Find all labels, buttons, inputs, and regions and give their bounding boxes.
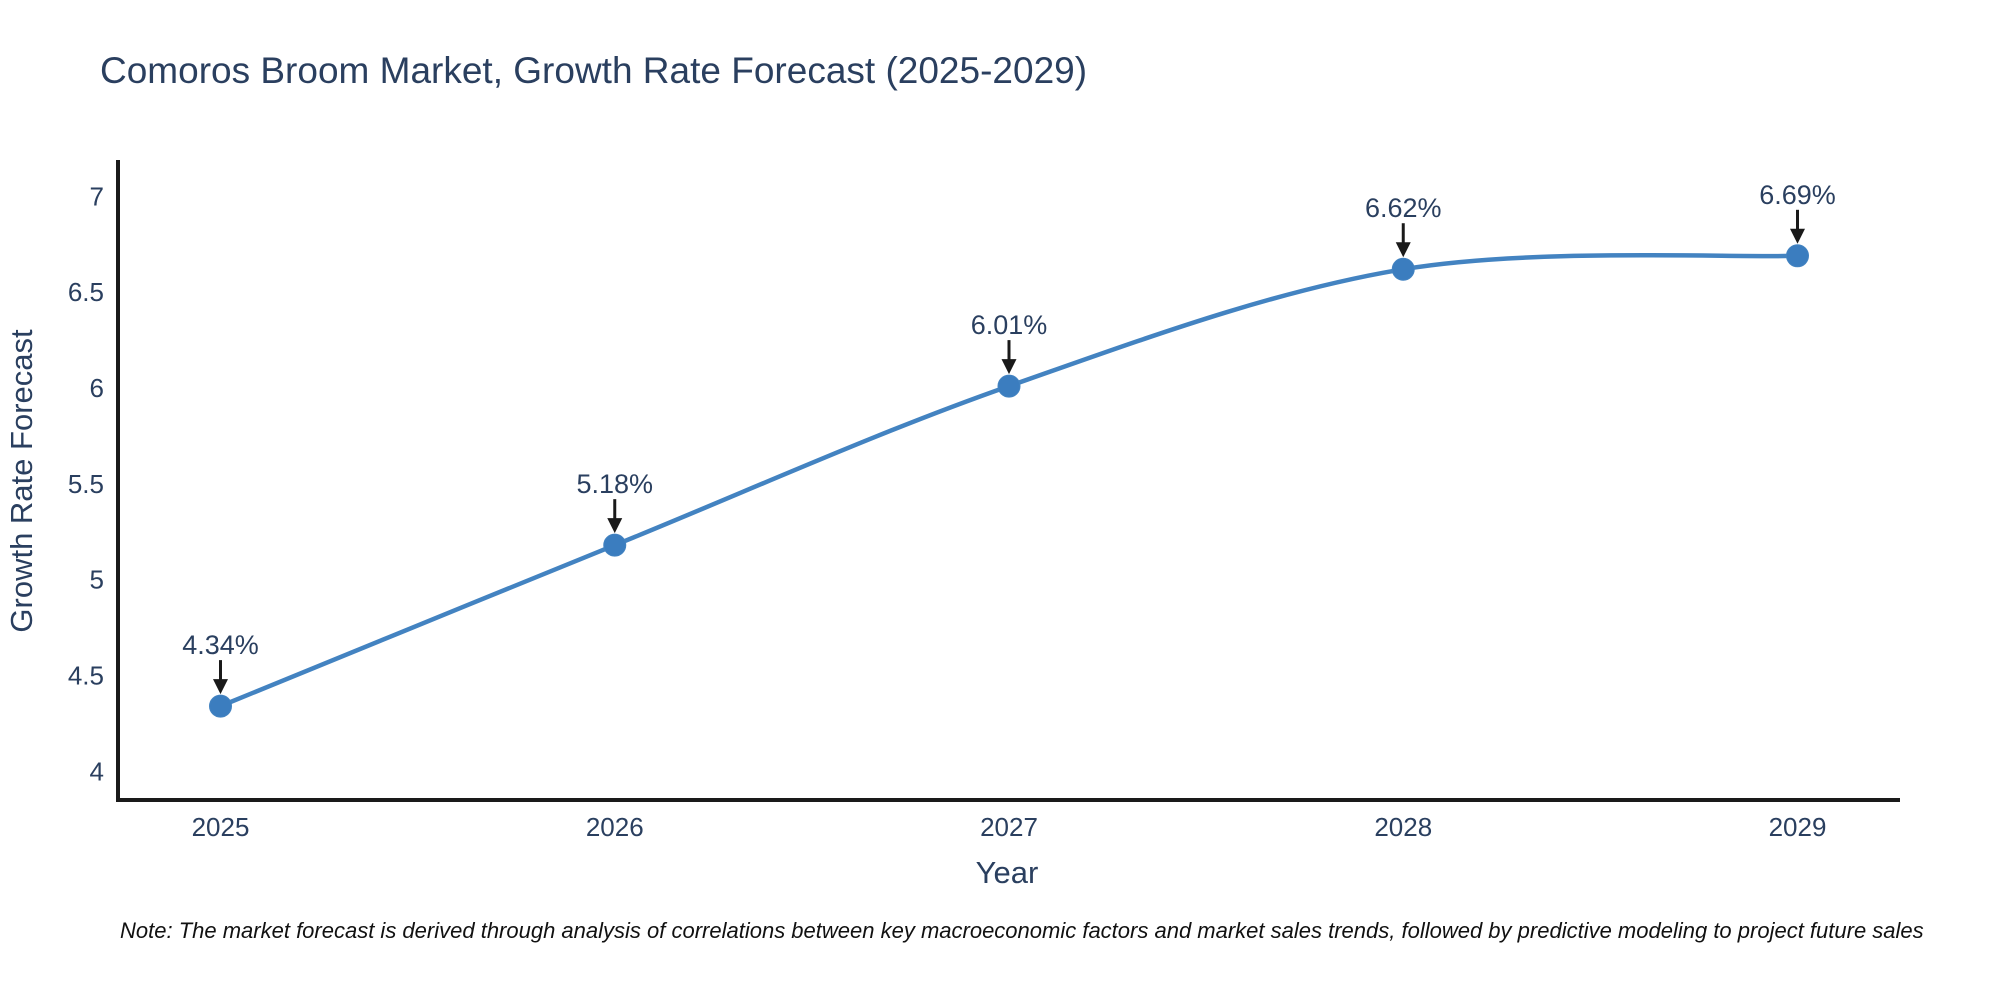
x-axis-title: Year bbox=[976, 855, 1039, 890]
annotation-label-2029: 6.69% bbox=[1759, 180, 1836, 210]
y-tick-label-6: 6 bbox=[90, 373, 104, 403]
annotation-arrowhead-2027 bbox=[1001, 359, 1017, 375]
data-point-2026[interactable] bbox=[603, 533, 627, 557]
y-tick-label-4: 4 bbox=[90, 756, 104, 786]
annotation-label-2025: 4.34% bbox=[182, 630, 259, 660]
annotation-arrowhead-2025 bbox=[213, 679, 229, 695]
annotation-arrowhead-2029 bbox=[1789, 228, 1805, 244]
annotation-arrowhead-2026 bbox=[607, 518, 623, 534]
y-tick-label-5.5: 5.5 bbox=[68, 469, 104, 499]
x-tick-label-2028: 2028 bbox=[1374, 812, 1432, 842]
annotation-label-2026: 5.18% bbox=[576, 469, 653, 499]
y-tick-label-7: 7 bbox=[90, 181, 104, 211]
x-tick-label-2027: 2027 bbox=[980, 812, 1038, 842]
data-point-2025[interactable] bbox=[209, 694, 233, 718]
y-tick-label-6.5: 6.5 bbox=[68, 277, 104, 307]
x-tick-label-2029: 2029 bbox=[1769, 812, 1827, 842]
annotation-label-2027: 6.01% bbox=[971, 310, 1048, 340]
y-tick-label-5: 5 bbox=[90, 565, 104, 595]
chart-title: Comoros Broom Market, Growth Rate Foreca… bbox=[100, 50, 1088, 91]
x-tick-label-2025: 2025 bbox=[192, 812, 250, 842]
data-point-2028[interactable] bbox=[1391, 257, 1415, 281]
x-tick-label-2026: 2026 bbox=[586, 812, 644, 842]
annotation-arrowhead-2028 bbox=[1395, 242, 1411, 258]
axes-layer: 4 4.5 5 5.5 6 6.5 7 2025 2026 2027 2028 2029 bbox=[68, 160, 1900, 842]
data-point-2029[interactable] bbox=[1785, 244, 1809, 268]
plot-layer: 4.34% 5.18% 6.01% 6.62% 6.69% bbox=[182, 180, 1836, 718]
footnote: Note: The market forecast is derived thr… bbox=[120, 918, 1924, 943]
data-point-2027[interactable] bbox=[997, 374, 1021, 398]
y-axis-title: Growth Rate Forecast bbox=[4, 329, 39, 633]
annotation-label-2028: 6.62% bbox=[1365, 193, 1442, 223]
y-tick-label-4.5: 4.5 bbox=[68, 660, 104, 690]
